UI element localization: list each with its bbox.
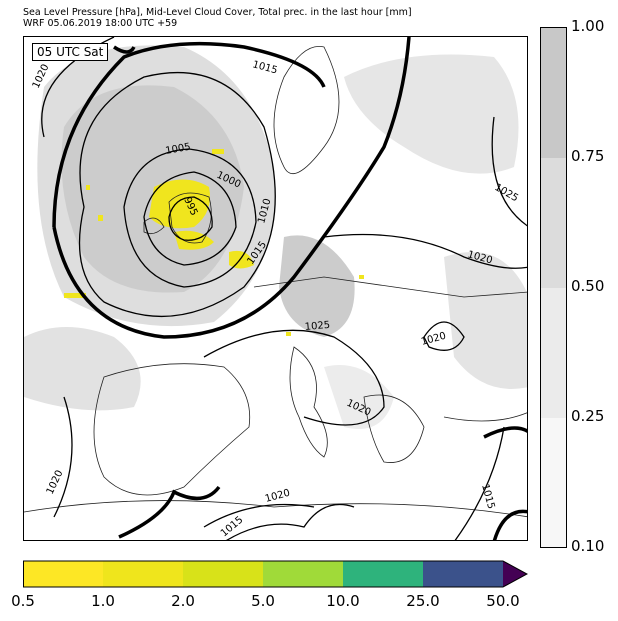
cloud-bin-0.50-0.75 — [541, 158, 566, 288]
precip-bin-1 — [103, 561, 183, 587]
weather-map: 1020 1015 1005 1000 995 1010 1015 1025 1… — [23, 36, 528, 541]
valid-time-label: 05 UTC Sat — [32, 43, 109, 61]
cloud-tick-label: 0.50 — [571, 277, 605, 295]
cloud-bin-0.25-0.50 — [541, 288, 566, 418]
precipitation-colorbar — [23, 560, 528, 588]
isobar-label: 1020 — [45, 469, 66, 497]
isobar-label: 1005 — [165, 142, 192, 157]
isobar-label: 1025 — [304, 320, 330, 333]
cloud-tick-label: 0.75 — [571, 147, 605, 165]
precip-tick-label: 50.0 — [486, 592, 520, 610]
precip-extend-arrow — [503, 561, 527, 587]
precip-tick-label: 10.0 — [326, 592, 360, 610]
map-title: Sea Level Pressure [hPa], Mid-Level Clou… — [23, 7, 412, 18]
run-info: WRF 05.06.2019 18:00 UTC +59 — [23, 18, 178, 29]
precip-bin-5 — [423, 561, 503, 587]
precip-bin-4 — [343, 561, 423, 587]
isobar-label: 1025 — [493, 182, 521, 204]
precip-tick-label: 25.0 — [406, 592, 440, 610]
precip-tick-label: 0.5 — [11, 592, 35, 610]
map-canvas: 1020 1015 1005 1000 995 1010 1015 1025 1… — [24, 37, 527, 540]
precip-bin-0 — [23, 561, 103, 587]
cloud-tick-label: 0.10 — [571, 537, 605, 555]
cloud-bin-0.10-0.25 — [541, 418, 566, 547]
cloud-bin-0.75-1.00 — [541, 28, 566, 158]
isobar-label: 1015 — [219, 515, 246, 540]
precip-tick-label: 2.0 — [171, 592, 195, 610]
precip-bin-3 — [263, 561, 343, 587]
isobar-label: 1020 — [264, 488, 291, 505]
isobar-label: 1015 — [251, 59, 278, 76]
precip-tick-label: 5.0 — [251, 592, 275, 610]
cloud-cover-colorbar — [540, 27, 567, 548]
isobar-label: 1020 — [420, 331, 447, 348]
cloud-tick-label: 0.25 — [571, 407, 605, 425]
cloud-tick-label: 1.00 — [571, 17, 605, 35]
precip-tick-label: 1.0 — [91, 592, 115, 610]
coastlines — [24, 45, 527, 518]
isobars — [41, 37, 527, 540]
precip-bin-2 — [183, 561, 263, 587]
